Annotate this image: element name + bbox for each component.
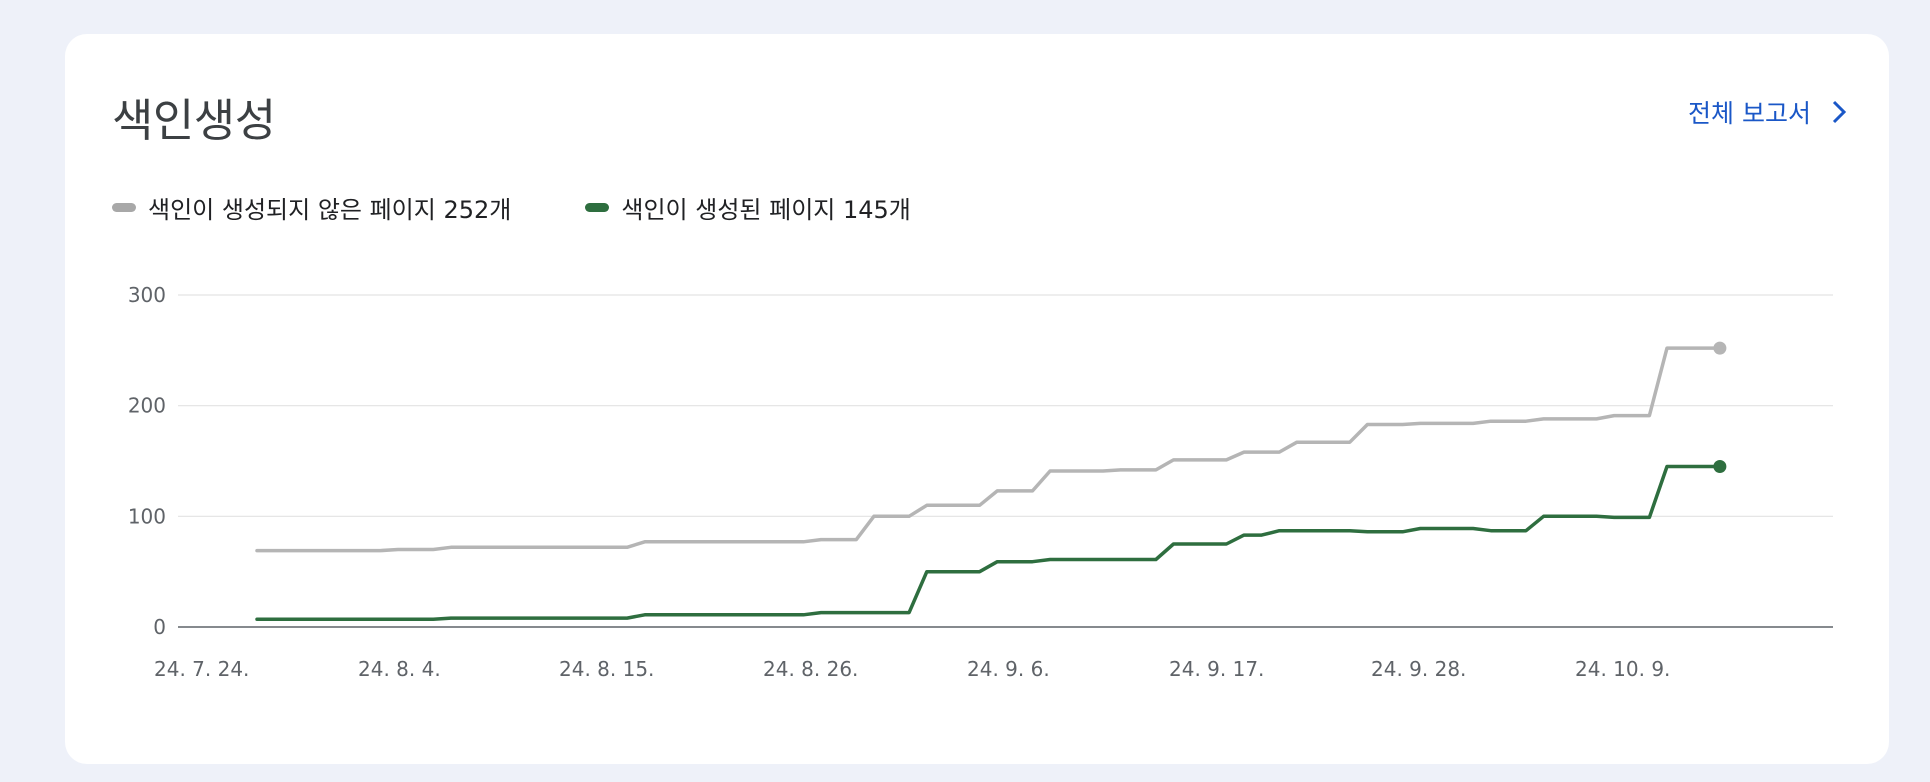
y-tick-label: 200 — [128, 394, 166, 418]
legend-item-not-indexed[interactable]: 색인이 생성되지 않은 페이지 252개 — [112, 190, 511, 225]
x-tick-label: 24. 10. 9. — [1575, 657, 1670, 681]
x-tick-label: 24. 9. 6. — [967, 657, 1050, 681]
series-endpoint-not-indexed[interactable] — [1713, 341, 1727, 355]
chevron-right-icon — [1832, 100, 1847, 124]
series-line-indexed[interactable] — [255, 464, 1722, 622]
legend-label-not-indexed: 색인이 생성되지 않은 페이지 252개 — [148, 196, 512, 224]
chart-legend: 색인이 생성되지 않은 페이지 252개 색인이 생성된 페이지 145개 — [112, 190, 911, 225]
y-tick-label: 0 — [153, 615, 166, 639]
legend-swatch-not-indexed — [112, 203, 136, 212]
series-endpoint-indexed[interactable] — [1713, 460, 1727, 474]
legend-item-indexed[interactable]: 색인이 생성된 페이지 145개 — [585, 190, 911, 225]
full-report-label: 전체 보고서 — [1688, 99, 1811, 128]
x-tick-label: 24. 8. 26. — [763, 657, 858, 681]
x-tick-label: 24. 9. 17. — [1169, 657, 1264, 681]
series-line-not-indexed[interactable] — [255, 346, 1722, 553]
x-tick-label: 24. 8. 15. — [559, 657, 654, 681]
legend-swatch-indexed — [585, 203, 610, 212]
y-tick-label: 300 — [128, 283, 166, 307]
x-tick-label: 24. 7. 24. — [154, 657, 249, 681]
indexing-card: 색인생성 전체 보고서 색인이 생성되지 않은 페이지 252개 색인이 생성된… — [65, 34, 1889, 764]
full-report-link[interactable]: 전체 보고서 — [1688, 94, 1847, 130]
y-tick-label: 100 — [128, 504, 166, 528]
card-title: 색인생성 — [112, 94, 276, 147]
x-tick-label: 24. 8. 4. — [358, 657, 441, 681]
x-tick-label: 24. 9. 28. — [1371, 657, 1466, 681]
indexing-line-chart: 0 100 200 300 24. 7. 24. 24. 8. 4. 24. 8. 15. 2… — [128, 283, 1833, 681]
legend-label-indexed: 색인이 생성된 페이지 145개 — [621, 196, 911, 224]
